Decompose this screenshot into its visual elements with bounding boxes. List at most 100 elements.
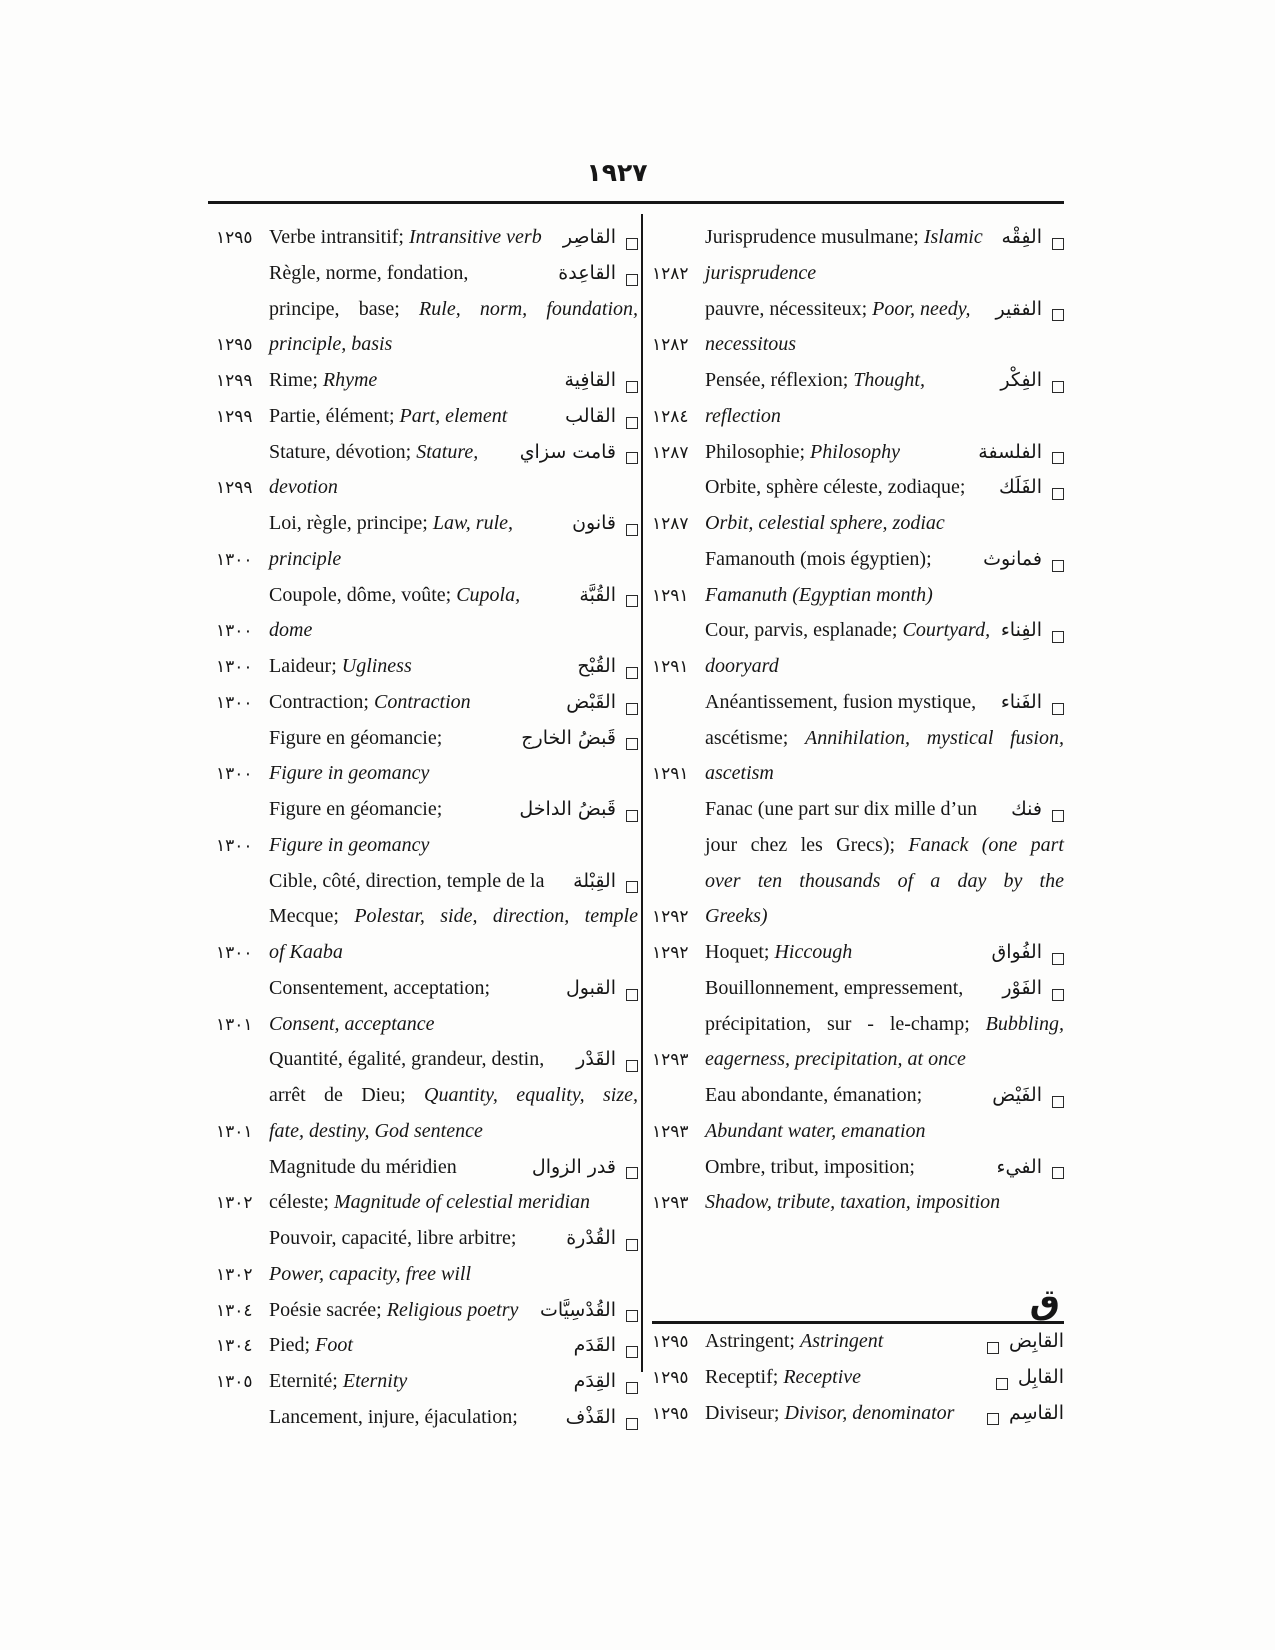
entry-text-english: dooryard: [705, 655, 779, 677]
entry-row: ١٢٩٣ Shadow, tribute, taxation, impositio…: [652, 1191, 1064, 1227]
entry-row: ١٣٠٢ céleste; Magnitude of celestial meri…: [216, 1191, 638, 1227]
entry-marker-square-icon: [1052, 559, 1064, 572]
entry-row: précipitation, sur - le-champ; Bubbling,: [652, 1013, 1064, 1049]
entry-text-english: Quantity, equality, size,: [424, 1084, 638, 1106]
entry-row: ١٣٠٤ Poésie sacrée; Religious poetry القُد…: [216, 1299, 638, 1335]
entry-text-english: Famanuth (Egyptian month): [705, 583, 933, 606]
entry-row: ١٣٠٢ Power, capacity, free will: [216, 1263, 638, 1299]
entry-arabic: الفَناء: [1000, 690, 1042, 713]
entry-text: Orbit, celestial sphere, zodiac: [705, 512, 945, 535]
entry-text-english: Shadow, tribute, taxation, imposition: [705, 1191, 1001, 1214]
entry-marker-square-icon: [1052, 631, 1064, 644]
entry-marker-square-icon: [626, 237, 638, 250]
entry-text-french: Ombre, tribut, imposition;: [705, 1155, 915, 1178]
entry-text-french: Anéantissement, fusion mystique,: [705, 690, 977, 713]
entry-row: Stature, dévotion; Stature, قامت سزاي: [216, 441, 638, 477]
entry-arabic: قَبضُ الخارج: [521, 726, 616, 749]
entry-text: Abundant water, emanation: [705, 1120, 926, 1143]
entry-marker-square-icon: [1052, 988, 1064, 1001]
entry-number: ١٢٨٧: [652, 514, 689, 534]
entry-text-english: Power, capacity, free will: [269, 1262, 472, 1285]
entry-text-french: arrêt de Dieu;: [269, 1084, 425, 1106]
entry-marker-square-icon: [986, 1341, 999, 1354]
entry-marker-square-icon: [626, 666, 638, 679]
entry-text: Pouvoir, capacité, libre arbitre;: [269, 1227, 516, 1250]
entry-text: Pensée, réflexion; Thought,: [705, 369, 925, 392]
entry-text: principle: [269, 548, 341, 571]
entry-row: ١٢٩٣ Abundant water, emanation: [652, 1120, 1064, 1156]
entry-text-french: Eternité;: [269, 1370, 343, 1392]
entry-text: Magnitude du méridien: [269, 1156, 457, 1179]
entry-text-french: principe, base;: [269, 297, 420, 320]
entry-number: ١٣٠١: [216, 1121, 253, 1142]
entry-marker-square-icon: [1052, 237, 1064, 250]
entry-number: ١٣٠٤: [216, 1300, 253, 1321]
entry-marker-square-icon: [626, 1310, 638, 1323]
entry-text-english: of Kaaba: [269, 941, 343, 963]
entry-text-french: Pied;: [269, 1334, 316, 1357]
entry-text-english: devotion: [269, 476, 338, 499]
entry-text-english: Stature,: [416, 440, 479, 463]
entry-arabic: القاعِدة: [558, 261, 616, 284]
entry-row: ١٢٩٥ principle, basis: [216, 333, 638, 369]
entry-arabic: الفَوْر: [1002, 976, 1042, 999]
entry-row: ١٢٩١ ascetism: [652, 762, 1064, 798]
entry-number: ١٣٠٤: [216, 1336, 253, 1357]
entry-number: ١٢٩٥: [652, 1403, 689, 1424]
entry-text-english: Receptive: [783, 1365, 862, 1388]
entry-text: Stature, dévotion; Stature,: [269, 441, 478, 464]
entry-number: ١٣٠٠: [216, 835, 253, 856]
entry-row: ١٣٠٠ Figure in geomancy: [216, 762, 638, 798]
entry-text: ascétisme; Annihilation, mystical fusion…: [705, 727, 1064, 750]
entry-number: ١٢٩٢: [652, 907, 689, 928]
entry-text-french: Astringent;: [705, 1330, 800, 1352]
entry-text: fate, destiny, God sentence: [269, 1120, 483, 1143]
entry-marker-square-icon: [1052, 702, 1064, 715]
entry-text-english: Rule, norm, foundation,: [419, 297, 639, 320]
entry-text: Cible, côté, direction, temple de la: [269, 870, 544, 893]
entry-number: ١٢٩٣: [652, 1121, 689, 1142]
entry-text: devotion: [269, 476, 338, 499]
entry-arabic: الفيء: [996, 1155, 1042, 1178]
entry-text-english: Astringent: [800, 1330, 884, 1352]
right-column: Jurisprudence musulmane; Islamic الفِقْه ١…: [652, 226, 1064, 1437]
entry-text-english: Law, rule,: [432, 512, 514, 534]
entry-number: ١٣٠٠: [216, 621, 253, 642]
entry-text: necessitous: [705, 333, 796, 356]
entry-row: Pensée, réflexion; Thought, الفِكْر: [652, 369, 1064, 405]
entry-row: ١٢٩٥ Verbe intransitif; Intransitive verb…: [216, 226, 638, 262]
entry-row: ١٢٩٢ Hoquet; Hiccough الفُواق: [652, 941, 1064, 977]
entry-row: Eau abondante, émanation; الفَيْض: [652, 1084, 1064, 1120]
entry-text-french: Hoquet;: [705, 941, 775, 963]
entry-text: Loi, règle, principe; Law, rule,: [269, 512, 513, 535]
entry-text: ascetism: [705, 762, 774, 785]
entry-number: ١٢٩١: [652, 764, 689, 785]
entry-text-english: Cupola,: [456, 583, 521, 606]
entry-number: ١٢٨٧: [652, 442, 689, 463]
entry-marker-square-icon: [1052, 488, 1064, 501]
entry-row: Quantité, égalité, grandeur, destin, القَ…: [216, 1048, 638, 1084]
entry-marker-square-icon: [626, 595, 638, 608]
entry-text: Diviseur; Divisor, denominator: [705, 1402, 954, 1425]
entry-row: Magnitude du méridien قدر الزوال: [216, 1156, 638, 1192]
entry-text-french: Famanouth (mois égyptien);: [705, 547, 932, 570]
entry-row: Ombre, tribut, imposition; الفيء: [652, 1156, 1064, 1192]
entry-arabic: فمانوث: [983, 547, 1042, 570]
entry-text: précipitation, sur - le-champ; Bubbling,: [705, 1013, 1064, 1036]
entry-row: jour chez les Grecs); Fanack (one part: [652, 834, 1064, 870]
entry-number: ١٣٠٠: [216, 764, 253, 785]
entry-marker-square-icon: [626, 988, 638, 1001]
entry-row: Cour, parvis, esplanade; Courtyard, الفِن…: [652, 619, 1064, 655]
entry-number: ١٢٨٢: [652, 263, 689, 284]
entry-row: Orbite, sphère céleste, zodiaque; الفَلَك: [652, 476, 1064, 512]
entry-text-english: Courtyard,: [902, 619, 991, 642]
entry-text-french: Poésie sacrée;: [269, 1298, 387, 1321]
entry-text: Règle, norme, fondation,: [269, 262, 468, 285]
entry-text: pauvre, nécessiteux; Poor, needy,: [705, 298, 970, 321]
entry-row: ١٣٠٥ Eternité; Eternity القِدَم: [216, 1370, 638, 1406]
entry-text-french: Contraction;: [269, 690, 374, 713]
entry-text-english: Eternity: [342, 1370, 408, 1392]
entry-text-french: jour chez les Grecs);: [705, 833, 909, 856]
entry-text-english: Contraction: [373, 690, 471, 713]
entry-text: Pied; Foot: [269, 1334, 353, 1357]
